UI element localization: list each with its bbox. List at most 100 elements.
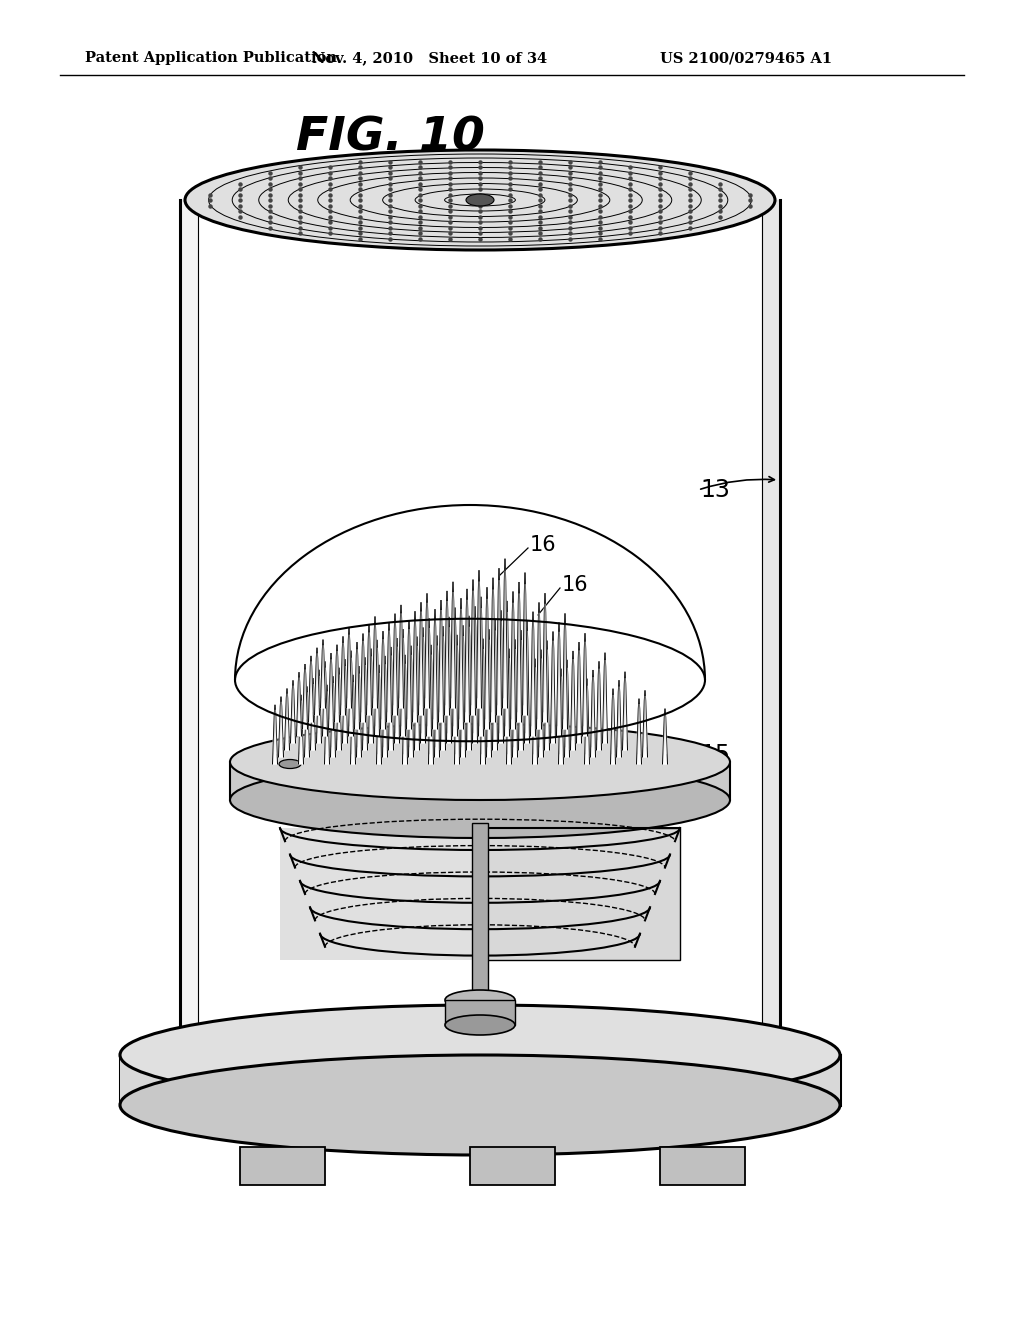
Polygon shape <box>428 645 433 764</box>
Text: FIG. 10: FIG. 10 <box>296 116 484 161</box>
Polygon shape <box>545 642 550 750</box>
Polygon shape <box>446 618 452 743</box>
Polygon shape <box>532 659 538 764</box>
Ellipse shape <box>445 1015 515 1035</box>
Polygon shape <box>591 671 596 756</box>
Polygon shape <box>503 560 508 708</box>
Polygon shape <box>440 627 445 750</box>
Polygon shape <box>472 607 477 743</box>
Ellipse shape <box>185 150 775 249</box>
Polygon shape <box>369 649 374 743</box>
Polygon shape <box>486 630 492 756</box>
Polygon shape <box>356 667 361 756</box>
Text: 16: 16 <box>530 535 557 554</box>
Text: 13: 13 <box>700 478 730 502</box>
Polygon shape <box>551 632 555 743</box>
Polygon shape <box>597 661 601 750</box>
Polygon shape <box>762 201 780 1060</box>
Polygon shape <box>451 582 456 708</box>
Polygon shape <box>316 671 322 743</box>
Polygon shape <box>467 616 471 750</box>
Polygon shape <box>350 676 355 764</box>
Polygon shape <box>383 656 387 756</box>
Ellipse shape <box>180 1008 780 1111</box>
Polygon shape <box>476 570 481 708</box>
Text: US 2100/0279465 A1: US 2100/0279465 A1 <box>660 51 833 65</box>
Polygon shape <box>299 696 303 764</box>
Polygon shape <box>505 602 510 737</box>
Polygon shape <box>470 579 475 715</box>
Polygon shape <box>308 656 313 722</box>
Bar <box>445 1001 515 1026</box>
Polygon shape <box>400 630 406 737</box>
Polygon shape <box>570 651 575 750</box>
Polygon shape <box>314 648 319 715</box>
Polygon shape <box>394 639 399 743</box>
Polygon shape <box>388 647 393 750</box>
Polygon shape <box>398 606 403 708</box>
Polygon shape <box>455 635 460 764</box>
Polygon shape <box>375 640 380 737</box>
Polygon shape <box>367 626 372 715</box>
Polygon shape <box>610 689 615 764</box>
Polygon shape <box>623 672 628 750</box>
Polygon shape <box>346 628 351 708</box>
Polygon shape <box>585 678 590 764</box>
Polygon shape <box>556 623 561 737</box>
Polygon shape <box>354 643 359 729</box>
Polygon shape <box>279 697 284 756</box>
Polygon shape <box>444 591 450 715</box>
Polygon shape <box>511 591 515 729</box>
Polygon shape <box>543 594 548 722</box>
Polygon shape <box>341 636 345 715</box>
Ellipse shape <box>230 762 730 838</box>
Polygon shape <box>323 661 328 737</box>
Polygon shape <box>329 653 334 729</box>
Polygon shape <box>335 645 340 722</box>
Polygon shape <box>432 610 437 729</box>
Polygon shape <box>310 678 315 750</box>
Ellipse shape <box>445 990 515 1010</box>
Polygon shape <box>377 665 382 764</box>
Polygon shape <box>362 657 368 750</box>
Ellipse shape <box>120 1055 840 1155</box>
Bar <box>660 1147 745 1185</box>
Polygon shape <box>663 709 668 764</box>
Polygon shape <box>583 634 588 737</box>
Polygon shape <box>480 828 680 960</box>
Polygon shape <box>522 573 527 715</box>
Polygon shape <box>453 609 458 737</box>
Polygon shape <box>499 611 504 743</box>
Bar <box>230 762 730 800</box>
Ellipse shape <box>120 1005 840 1105</box>
Polygon shape <box>415 638 420 750</box>
Polygon shape <box>490 578 496 722</box>
Polygon shape <box>537 603 542 729</box>
Polygon shape <box>497 569 502 715</box>
Polygon shape <box>564 660 569 756</box>
Ellipse shape <box>466 194 494 206</box>
Polygon shape <box>373 616 378 708</box>
Polygon shape <box>421 628 426 743</box>
Polygon shape <box>402 655 408 764</box>
Polygon shape <box>297 673 301 737</box>
Polygon shape <box>302 664 307 729</box>
Bar <box>240 1147 325 1185</box>
Polygon shape <box>386 623 391 722</box>
Polygon shape <box>342 660 347 743</box>
Polygon shape <box>493 620 498 750</box>
Polygon shape <box>331 677 336 756</box>
Bar <box>472 822 488 1010</box>
Polygon shape <box>562 614 567 729</box>
Polygon shape <box>272 705 278 764</box>
Polygon shape <box>180 201 198 1060</box>
Polygon shape <box>392 614 397 715</box>
Polygon shape <box>465 589 469 722</box>
Polygon shape <box>518 631 523 750</box>
Ellipse shape <box>279 759 301 768</box>
Polygon shape <box>304 686 309 756</box>
Text: Nov. 4, 2010   Sheet 10 of 34: Nov. 4, 2010 Sheet 10 of 34 <box>312 51 548 65</box>
Polygon shape <box>459 599 464 729</box>
Ellipse shape <box>230 723 730 800</box>
Polygon shape <box>348 651 353 737</box>
